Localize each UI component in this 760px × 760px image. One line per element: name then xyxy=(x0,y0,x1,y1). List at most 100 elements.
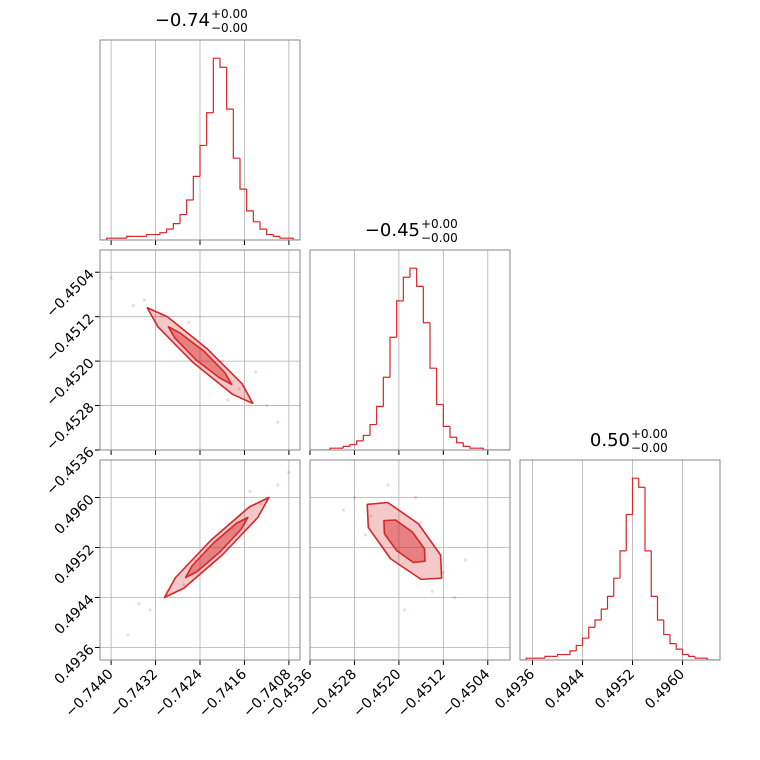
sample-point xyxy=(386,483,390,487)
histogram-bin xyxy=(179,213,187,224)
histogram-bin xyxy=(706,658,714,660)
sample-point xyxy=(248,489,252,493)
x-tick-label: 0.4960 xyxy=(642,666,688,712)
histogram-bin xyxy=(166,228,174,233)
histogram-bin xyxy=(106,237,114,240)
sample-point xyxy=(237,387,241,391)
x-tick-label: −0.7432 xyxy=(107,666,161,720)
sample-point xyxy=(226,398,230,402)
histogram-bin xyxy=(292,238,300,240)
histogram-bin xyxy=(396,300,404,338)
histogram-bin xyxy=(192,175,200,200)
title-value: 0.50 xyxy=(590,430,630,451)
histogram-bin xyxy=(462,442,470,447)
histogram-bin xyxy=(613,577,620,597)
sample-point xyxy=(452,595,457,600)
histogram-bin xyxy=(669,634,677,645)
histogram-bin xyxy=(681,649,689,656)
sample-point xyxy=(187,320,191,324)
title-value: −0.45 xyxy=(365,220,420,241)
sample-point xyxy=(131,303,135,308)
histogram-bin xyxy=(246,189,254,212)
sample-point xyxy=(413,495,418,500)
x-tick-label: 0.4952 xyxy=(592,666,638,712)
x-tick-label: 0.4944 xyxy=(542,666,588,712)
histogram-bin xyxy=(146,233,154,237)
sample-point xyxy=(148,608,152,612)
histogram-bin xyxy=(126,235,134,239)
x-tick-label: −0.4520 xyxy=(350,666,404,720)
histogram-bin xyxy=(482,448,490,450)
histogram-bin xyxy=(172,223,180,230)
histogram-bin xyxy=(469,446,477,449)
histogram-bin xyxy=(525,657,533,660)
histogram-bin xyxy=(232,109,240,159)
sample-point xyxy=(109,276,113,280)
histogram-bin xyxy=(342,445,350,449)
contour xyxy=(167,325,233,386)
histogram-bin xyxy=(688,654,695,657)
sample-point xyxy=(463,558,468,562)
panel-frame xyxy=(99,459,301,661)
y-tick-label: −0.4512 xyxy=(43,311,97,365)
histogram-bin xyxy=(594,619,602,628)
sample-point xyxy=(231,527,235,531)
histogram-bin xyxy=(212,57,220,113)
histogram-bin xyxy=(226,67,234,110)
histogram-bin xyxy=(409,267,417,278)
panel xyxy=(520,460,720,660)
histogram-bin xyxy=(219,58,227,68)
histogram-bin xyxy=(369,423,377,436)
title-minus: −0.00 xyxy=(421,231,458,245)
title-minus: −0.00 xyxy=(631,441,668,455)
histogram-bin xyxy=(186,199,194,215)
histogram-bin xyxy=(569,650,577,655)
y-tick-label: −0.4528 xyxy=(43,400,97,454)
panel-frame xyxy=(519,459,721,661)
histogram-bin xyxy=(199,144,207,177)
x-tick-label: −0.4528 xyxy=(306,666,360,720)
histogram-bin xyxy=(266,229,274,236)
x-tick-label: −0.4504 xyxy=(439,666,493,720)
sample-point xyxy=(259,502,263,506)
sample-point xyxy=(137,602,141,606)
sample-point xyxy=(369,514,373,518)
contour xyxy=(163,496,270,599)
histogram-bin xyxy=(663,620,670,636)
panel-frame xyxy=(99,249,301,451)
y-tick-label: 0.4952 xyxy=(52,542,98,588)
histogram-bin xyxy=(588,626,595,639)
contour xyxy=(366,501,443,581)
histogram-bin xyxy=(329,447,337,450)
sample-point xyxy=(253,370,258,374)
histogram-bin xyxy=(644,487,652,552)
y-tick-label: −0.4536 xyxy=(43,444,97,498)
histogram-bin xyxy=(638,478,645,488)
x-tick-label: 0.4936 xyxy=(492,666,538,712)
histogram-bin xyxy=(442,404,450,427)
title-plus: +0.00 xyxy=(211,7,248,21)
panel xyxy=(310,250,510,450)
x-tick-label: −0.4512 xyxy=(395,666,449,720)
histogram-bin xyxy=(675,643,683,650)
histogram-bin xyxy=(206,112,214,146)
histogram-bin xyxy=(239,158,247,190)
histogram-bin xyxy=(259,221,267,230)
sample-point xyxy=(441,570,445,575)
contour xyxy=(146,306,254,405)
histogram-bin xyxy=(159,232,167,235)
y-tick-label: 0.4960 xyxy=(52,492,98,538)
sample-point xyxy=(430,589,434,593)
title-plus: +0.00 xyxy=(421,217,458,231)
histogram-bin xyxy=(694,656,702,659)
sample-point xyxy=(341,508,345,512)
sample-point xyxy=(159,315,163,319)
contour xyxy=(383,519,426,564)
panel-frame xyxy=(99,39,301,241)
sample-point xyxy=(142,298,147,302)
histogram-bin xyxy=(252,210,260,223)
histogram-bin xyxy=(456,437,464,444)
panel-frame xyxy=(309,249,511,451)
histogram-bin xyxy=(349,443,357,447)
histogram-bin xyxy=(382,376,390,407)
